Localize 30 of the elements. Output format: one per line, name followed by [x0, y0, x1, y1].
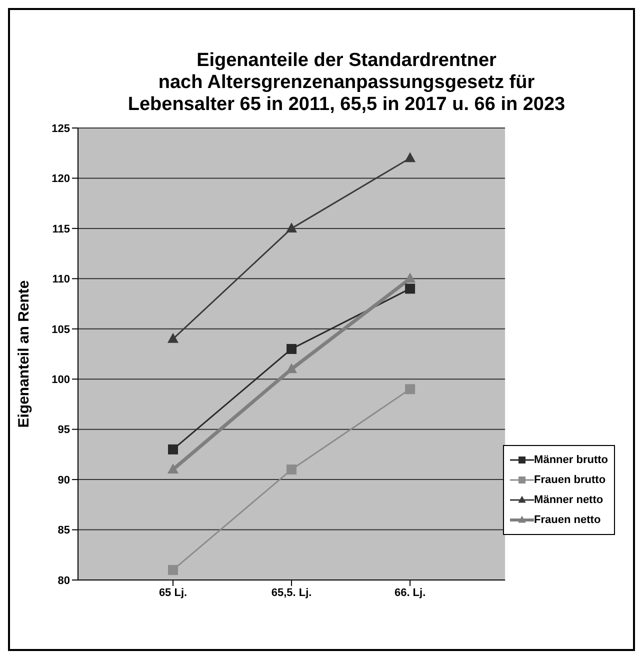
y-tick-label: 90 — [58, 474, 70, 486]
y-tick-label: 95 — [58, 424, 70, 436]
point — [168, 444, 178, 454]
legend-label: Frauen netto — [534, 514, 601, 526]
y-tick-label: 120 — [52, 173, 70, 186]
point — [286, 363, 298, 374]
y-tick-label: 85 — [58, 524, 70, 537]
point — [286, 464, 297, 475]
y-tick-label: 80 — [58, 574, 70, 587]
legend-label: Männer netto — [534, 494, 604, 506]
point — [404, 152, 416, 162]
point — [168, 464, 178, 474]
point — [405, 384, 416, 394]
y-axis-title: Eigenanteil an Rente — [15, 280, 32, 428]
legend-label: Frauen brutto — [534, 474, 606, 486]
x-tick-label: 65,5. Lj. — [271, 586, 312, 599]
legend-label: Männer brutto — [534, 454, 608, 466]
point — [286, 344, 297, 354]
y-tick-label: 125 — [52, 122, 70, 135]
y-tick-label: 105 — [52, 324, 70, 336]
point — [168, 564, 178, 575]
y-tick-label: 115 — [52, 223, 70, 236]
point — [286, 222, 298, 232]
point — [168, 332, 178, 343]
y-tick-label: 110 — [52, 274, 70, 286]
y-tick-label: 100 — [52, 374, 70, 386]
x-tick-label: 66. Lj. — [394, 586, 426, 599]
x-tick-label: 65 Lj. — [158, 586, 188, 599]
chart-title: Eigenanteile der Standardrentner nach Altersgrenzenanpassungsgesetz für Lebensalter 65 in 2011, 65,5 in 2017 u. 66 in 2023 — [126, 50, 566, 116]
point — [405, 284, 416, 294]
